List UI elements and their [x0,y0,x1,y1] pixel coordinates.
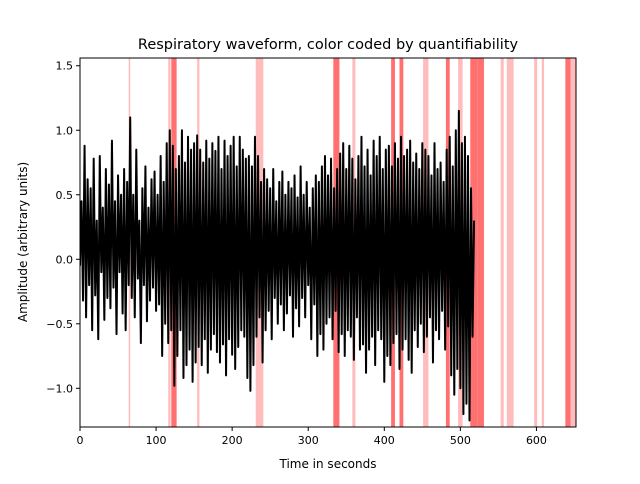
x-axis-label: Time in seconds [279,457,377,471]
waveform-line-0 [80,109,476,422]
plot-frame [79,57,577,428]
unquantifiable-band-18 [565,58,571,427]
y-tick-label: 1.5 [56,60,74,73]
unquantifiable-band-16 [534,58,538,427]
unquantifiable-band-13 [477,58,484,427]
y-tick-label: 0.5 [56,189,74,202]
y-tick-label: 0.0 [56,253,74,266]
x-tick-label: 500 [450,434,471,447]
chart-title: Respiratory waveform, color coded by qua… [138,37,519,53]
unquantifiable-band-19 [570,58,576,427]
x-tick-label: 600 [526,434,547,447]
y-tick-label: −1.0 [46,382,73,395]
x-tick-label: 100 [146,434,167,447]
unquantifiable-band-15 [506,58,514,427]
x-tick-label: 300 [298,434,319,447]
y-tick-label: −0.5 [46,318,73,331]
x-axis: 0 100 200 300 400 500 600 [77,427,547,447]
unquantifiable-band-17 [541,58,545,427]
unquantifiable-band-14 [500,58,504,427]
x-tick-label: 200 [222,434,243,447]
x-tick-label: 0 [77,434,84,447]
x-tick-label: 400 [374,434,395,447]
y-tick-label: 1.0 [56,124,74,137]
waveform-layer [80,109,476,422]
y-axis-label: Amplitude (arbitrary units) [16,162,30,322]
y-axis: −1.0 −0.5 0.0 0.5 1.0 1.5 [46,60,80,395]
